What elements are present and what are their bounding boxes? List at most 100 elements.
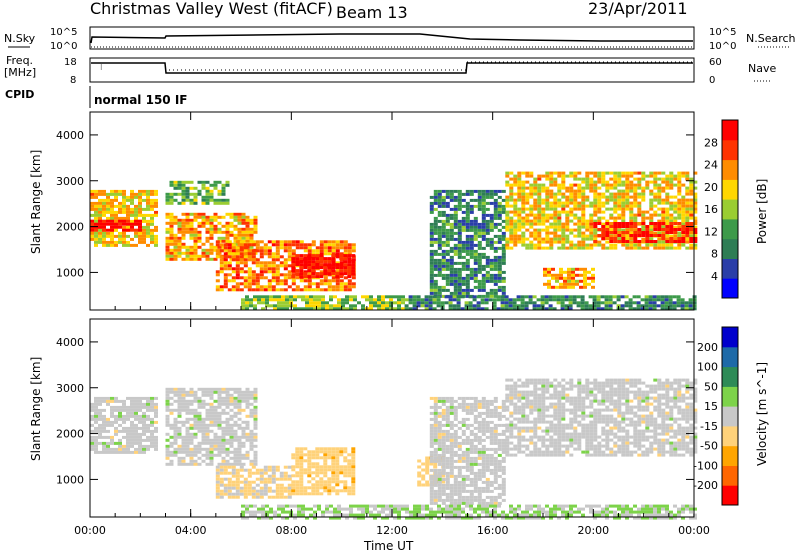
heatmap-cell (327, 447, 332, 451)
heatmap-cell (513, 387, 518, 391)
heatmap-cell (591, 267, 595, 271)
heatmap-cell (303, 260, 308, 264)
heatmap-cell (193, 444, 198, 448)
heatmap-cell (309, 301, 313, 305)
heatmap-cell (249, 462, 254, 466)
heatmap-cell (231, 255, 236, 259)
heatmap-cell (233, 399, 238, 403)
heatmap-cell (500, 307, 505, 311)
heatmap-cell (489, 291, 494, 295)
heatmap-cell (271, 495, 276, 499)
heatmap-cell (652, 304, 657, 308)
heatmap-cell (457, 225, 462, 229)
colorbar-swatch (722, 278, 738, 299)
heatmap-cell (241, 227, 246, 231)
heatmap-cell (193, 186, 198, 190)
heatmap-cell (597, 201, 602, 205)
heatmap-cell (335, 462, 340, 466)
heatmap-cell (433, 423, 438, 427)
heatmap-cell (249, 233, 254, 237)
heatmap-cell (393, 295, 397, 299)
heatmap-cell (429, 474, 434, 478)
heatmap-cell (201, 453, 206, 457)
heatmap-cell (441, 486, 446, 490)
heatmap-cell (589, 213, 594, 217)
heatmap-cell (437, 189, 442, 193)
heatmap-cell (461, 255, 466, 259)
heatmap-cell (209, 450, 214, 454)
heatmap-cell (134, 210, 138, 214)
heatmap-cell (497, 264, 502, 268)
heatmap-cell (165, 438, 170, 442)
heatmap-cell (551, 273, 555, 277)
heatmap-cell (313, 301, 317, 305)
heatmap-cell (517, 189, 522, 193)
heatmap-cell (173, 429, 178, 433)
heatmap-cell (134, 231, 138, 235)
heatmap-cell (209, 387, 214, 391)
heatmap-cell (219, 270, 224, 274)
heatmap-cell (433, 408, 438, 412)
heatmap-cell (102, 417, 106, 421)
heatmap-cell (98, 441, 102, 445)
heatmap-cell (608, 301, 613, 305)
heatmap-cell (267, 495, 272, 499)
heatmap-cell (613, 222, 618, 225)
heatmap-cell (130, 219, 134, 223)
heatmap-cell (150, 405, 154, 409)
heatmap-cell (307, 266, 312, 270)
heatmap-cell (497, 234, 502, 238)
heatmap-cell (441, 438, 446, 442)
heatmap-cell (484, 298, 489, 302)
heatmap-cell (453, 231, 458, 235)
heatmap-cell (597, 240, 602, 244)
heatmap-cell (347, 263, 352, 267)
heatmap-cell (681, 240, 686, 243)
heatmap-cell (485, 477, 490, 481)
heatmap-cell (285, 307, 289, 311)
heatmap-cell (209, 189, 214, 193)
heatmap-cell (233, 429, 238, 433)
heatmap-cell (231, 279, 236, 283)
heatmap-cell (493, 426, 498, 430)
heatmap-cell (351, 249, 356, 253)
heatmap-cell (449, 237, 454, 241)
heatmap-cell (609, 231, 614, 234)
heatmap-cell (669, 213, 674, 217)
colorbar-tick-label: 20 (704, 181, 718, 194)
heatmap-cell (229, 402, 234, 406)
heatmap-cell (122, 240, 126, 244)
heatmap-cell (509, 198, 514, 202)
heatmap-cell (361, 307, 365, 311)
heatmap-cell (315, 254, 320, 258)
heatmap-cell (217, 390, 222, 394)
heatmap-cell (299, 486, 304, 490)
heatmap-cell (239, 489, 244, 493)
heatmap-cell (327, 456, 332, 460)
heatmap-cell (501, 486, 506, 490)
heatmap-cell (223, 492, 228, 496)
heatmap-cell (283, 273, 288, 277)
heatmap-cell (247, 243, 252, 247)
heatmap-cell (377, 295, 381, 299)
heatmap-cell (231, 495, 236, 499)
heatmap-cell (505, 228, 510, 232)
heatmap-cell (551, 285, 555, 289)
heatmap-cell (645, 216, 650, 220)
heatmap-cell (485, 207, 490, 211)
colorbar-swatch (722, 258, 738, 279)
heatmap-cell (684, 301, 689, 305)
heatmap-cell (205, 227, 210, 231)
heatmap-cell (249, 221, 254, 225)
heatmap-cell (197, 387, 202, 391)
heatmap-cell (307, 279, 312, 283)
heatmap-cell (497, 495, 502, 499)
heatmap-cell (233, 239, 238, 243)
heatmap-cell (493, 438, 498, 442)
heatmap-cell (681, 237, 686, 240)
heatmap-cell (130, 444, 134, 448)
heatmap-cell (106, 240, 110, 244)
heatmap-cell (469, 198, 474, 202)
heatmap-cell (429, 396, 434, 400)
heatmap-cell (629, 201, 634, 205)
